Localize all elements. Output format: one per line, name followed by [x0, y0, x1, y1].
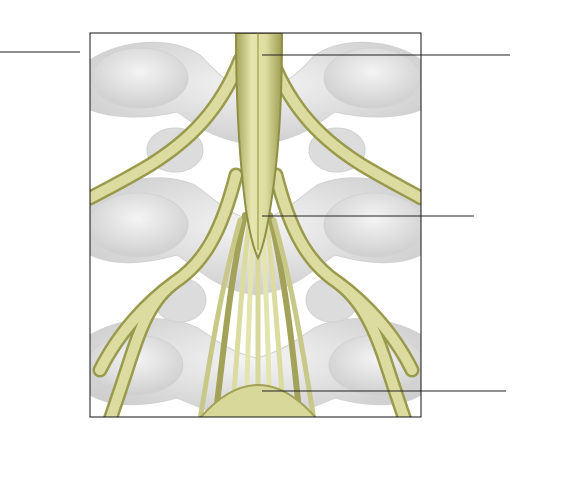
leader-lines [0, 51, 510, 392]
cauda-equina [197, 212, 317, 417]
nerve-roots [90, 52, 421, 417]
figure-frame [89, 32, 422, 418]
illustration [90, 33, 421, 417]
spinal-cord [234, 33, 284, 261]
